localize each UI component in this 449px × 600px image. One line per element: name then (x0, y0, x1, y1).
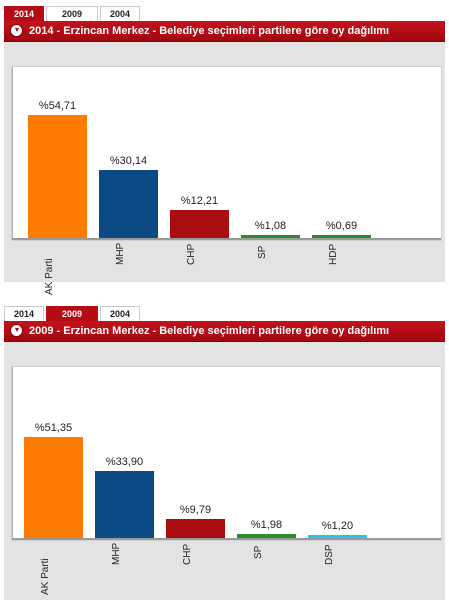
widget-title: 2014 - Erzincan Merkez - Belediye seçiml… (29, 25, 390, 37)
tab-2014[interactable]: 2014 (4, 306, 44, 321)
x-tick-label: SP (256, 245, 268, 259)
bar-value-label: %1,20 (321, 520, 354, 532)
x-tick-label: AK Parti (43, 258, 55, 295)
bar-hdp (312, 235, 371, 238)
bar-value-label: %1,08 (254, 220, 287, 232)
chart-area: %51,35 %33,90 %9,79 %1,98 %1,20 AK Parti MHP C… (4, 342, 445, 600)
x-axis-line (12, 538, 441, 540)
bar-mhp (99, 170, 158, 238)
bar-value-label: %1,98 (250, 519, 283, 531)
bar-dsp (308, 535, 367, 538)
x-tick-label: MHP (114, 242, 126, 265)
bar-value-label: %30,14 (109, 155, 148, 167)
year-tabs: 2014 2009 2004 (4, 306, 445, 321)
x-tick-label: CHP (185, 243, 197, 265)
tab-2004[interactable]: 2004 (100, 6, 140, 21)
bar-chp (166, 519, 225, 538)
widget-title: 2009 - Erzincan Merkez - Belediye seçiml… (29, 325, 390, 337)
bar-value-label: %54,71 (38, 100, 77, 112)
bar-ak-parti (28, 115, 87, 238)
bar-chart: %51,35 %33,90 %9,79 %1,98 %1,20 (11, 366, 442, 541)
x-tick-label: HDP (327, 243, 339, 265)
bar-chart: %54,71 %30,14 %12,21 %1,08 %0,69 (11, 66, 442, 241)
bar-value-label: %0,69 (325, 220, 358, 232)
bar-sp (241, 235, 300, 238)
x-tick-label: SP (252, 545, 264, 559)
bar-value-label: %33,90 (105, 456, 144, 468)
bar-value-label: %9,79 (179, 504, 212, 516)
bar-ak-parti (24, 437, 83, 538)
election-widget-2014: 2014 2009 2004 2014 - Erzincan Merkez - … (4, 6, 445, 295)
tab-2014[interactable]: 2014 (4, 6, 44, 21)
tab-2009[interactable]: 2009 (46, 6, 98, 21)
collapse-icon[interactable] (10, 24, 23, 37)
bar-mhp (95, 471, 154, 538)
tab-2009[interactable]: 2009 (46, 306, 98, 321)
chart-area: %54,71 %30,14 %12,21 %1,08 %0,69 AK Parti MHP… (4, 42, 445, 295)
widget-titlebar: 2009 - Erzincan Merkez - Belediye seçiml… (4, 321, 445, 342)
x-tick-label: CHP (181, 543, 193, 565)
y-axis-line (12, 367, 13, 540)
collapse-icon[interactable] (10, 324, 23, 337)
x-axis-line (12, 238, 441, 240)
year-tabs: 2014 2009 2004 (4, 6, 445, 21)
x-tick-label: AK Parti (39, 558, 51, 595)
bar-sp (237, 534, 296, 538)
bar-chp (170, 210, 229, 238)
widget-titlebar: 2014 - Erzincan Merkez - Belediye seçiml… (4, 21, 445, 42)
bar-value-label: %12,21 (180, 195, 219, 207)
y-axis-line (12, 67, 13, 240)
x-tick-label: DSP (323, 544, 335, 565)
tab-2004[interactable]: 2004 (100, 306, 140, 321)
bar-value-label: %51,35 (34, 422, 73, 434)
election-widget-2009: 2014 2009 2004 2009 - Erzincan Merkez - … (4, 306, 445, 600)
x-tick-label: MHP (110, 542, 122, 565)
